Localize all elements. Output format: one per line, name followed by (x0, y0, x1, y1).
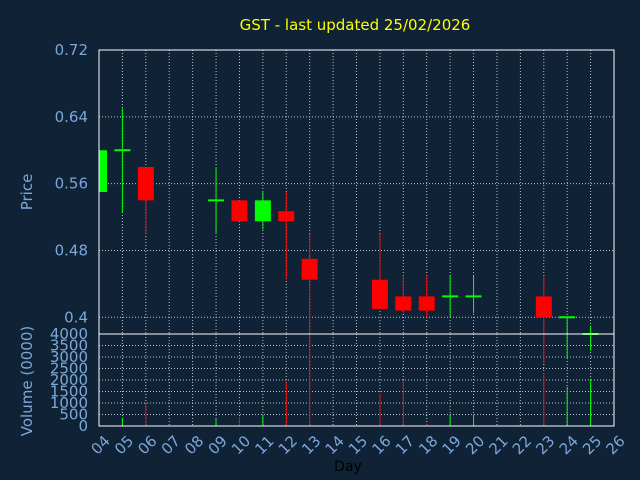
candle-12 (278, 192, 295, 280)
candle-body (254, 200, 271, 222)
candle-16 (371, 233, 388, 309)
volume-y-tick-label: 1500 (50, 383, 88, 401)
candle-19 (442, 275, 459, 318)
candle-body (395, 296, 412, 311)
candle-body (535, 296, 552, 318)
candle-10 (231, 200, 248, 222)
price-y-tick-label: 0.4 (64, 308, 88, 326)
candle-body (301, 258, 318, 280)
price-axis-label: Price (18, 174, 36, 211)
candle-13 (301, 233, 318, 347)
volume-y-tick-label: 1000 (50, 394, 88, 412)
candle-body (99, 150, 107, 192)
volume-y-tick-label: 4000 (50, 325, 88, 343)
volume-y-tick-label: 500 (59, 406, 88, 424)
candles (98, 108, 599, 364)
price-y-tick-label: 0.64 (55, 108, 88, 126)
candle-body (371, 279, 388, 309)
candle-23 (535, 275, 552, 364)
volume-y-tick-label: 0 (78, 417, 88, 435)
price-y-tick-label: 0.72 (55, 41, 88, 59)
candle-body (418, 296, 435, 311)
volume-y-tick-label: 2000 (50, 371, 88, 389)
candle-18 (418, 275, 435, 318)
price-y-ticks: 0.72 0.64 0.56 0.48 0.4 (55, 41, 88, 326)
candle-05 (114, 108, 131, 213)
candle-09 (208, 166, 225, 234)
volume-axis-label: Volume (0000) (18, 326, 36, 436)
volume-y-tick-label: 3000 (50, 348, 88, 366)
candle-body (231, 200, 248, 222)
x-axis-label: Day (334, 459, 362, 475)
candle-body (137, 166, 154, 201)
x-ticks: 0405060708091011121314151617181920212223… (88, 432, 629, 458)
candle-body (278, 211, 295, 222)
candle-11 (254, 192, 271, 230)
candle-20 (465, 275, 482, 314)
candle-06 (137, 166, 154, 234)
volume-y-tick-label: 3500 (50, 337, 88, 355)
volume-bars (121, 343, 592, 426)
candle-17 (395, 275, 412, 314)
volume-y-tick-label: 2500 (50, 360, 88, 378)
price-y-tick-label: 0.48 (55, 241, 88, 259)
volume-plot-frame (98, 333, 615, 427)
candle-24 (559, 316, 576, 360)
price-y-tick-label: 0.56 (55, 175, 88, 193)
chart-title: GST - last updated 25/02/2026 (240, 16, 471, 34)
candle-04 (98, 150, 107, 192)
